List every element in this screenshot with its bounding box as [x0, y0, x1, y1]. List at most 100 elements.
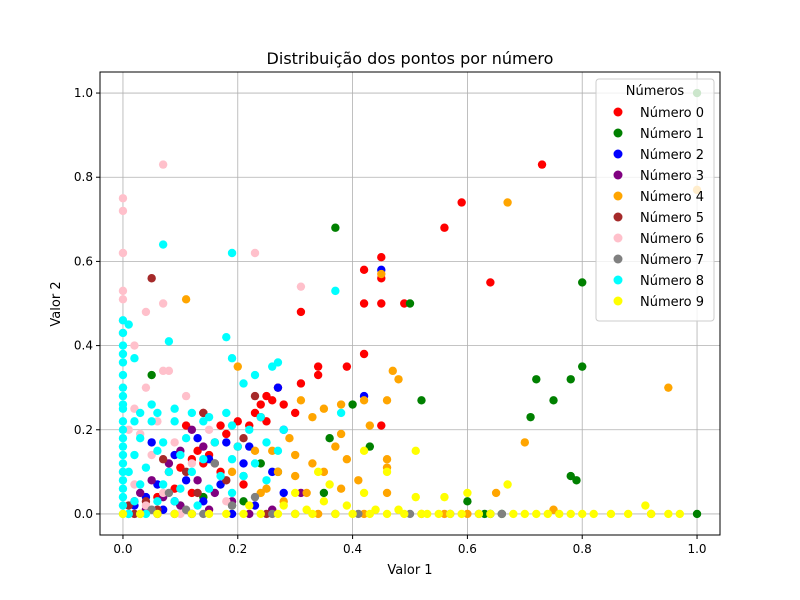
point-numero-2 — [222, 438, 231, 447]
point-numero-4 — [440, 509, 449, 519]
point-numero-9 — [331, 509, 340, 519]
point-numero-4 — [359, 509, 369, 519]
point-numero-2 — [250, 501, 260, 510]
point-numero-4 — [463, 509, 472, 519]
point-numero-9 — [187, 509, 197, 519]
point-numero-9 — [503, 480, 512, 489]
point-numero-6 — [130, 404, 139, 413]
point-numero-2 — [181, 476, 191, 485]
point-numero-8 — [204, 484, 214, 493]
point-numero-9 — [382, 467, 392, 477]
point-numero-1 — [532, 375, 541, 384]
y-tick-label: 1.0 — [74, 86, 93, 100]
point-numero-0 — [256, 400, 265, 409]
point-numero-2 — [227, 509, 237, 519]
point-numero-4 — [336, 484, 346, 493]
point-numero-4 — [262, 484, 271, 493]
point-numero-3 — [176, 501, 185, 510]
point-numero-9 — [532, 509, 541, 519]
point-numero-9 — [589, 509, 598, 519]
point-numero-4 — [290, 471, 300, 481]
point-numero-2 — [158, 505, 168, 514]
point-numero-8 — [256, 412, 265, 422]
point-numero-9 — [411, 492, 420, 502]
point-numero-1 — [578, 278, 587, 287]
point-numero-2 — [273, 383, 283, 392]
point-numero-9 — [245, 501, 254, 510]
point-numero-1 — [480, 509, 489, 519]
point-numero-4 — [296, 396, 306, 405]
point-numero-4 — [354, 476, 363, 485]
point-numero-6 — [170, 438, 179, 447]
legend-label-numero-9: Número 9 — [640, 295, 704, 310]
point-numero-9 — [313, 467, 323, 477]
point-numero-2 — [170, 450, 179, 460]
point-numero-8 — [170, 417, 179, 426]
point-numero-3 — [193, 476, 202, 485]
point-numero-6 — [118, 206, 128, 216]
point-numero-0 — [222, 429, 231, 439]
point-numero-8 — [118, 341, 128, 350]
point-numero-0 — [233, 417, 242, 426]
point-numero-4 — [313, 509, 323, 519]
point-numero-1 — [325, 433, 334, 443]
point-numero-8 — [170, 497, 179, 506]
point-numero-9 — [319, 497, 329, 506]
point-numero-1 — [147, 370, 156, 380]
point-numero-8 — [135, 433, 145, 443]
point-numero-9 — [256, 509, 265, 519]
point-numero-8 — [118, 349, 128, 359]
point-numero-8 — [170, 404, 179, 413]
point-numero-8 — [118, 425, 128, 434]
data-points — [118, 88, 702, 519]
point-numero-1 — [417, 396, 426, 405]
point-numero-7 — [405, 509, 415, 519]
point-numero-8 — [153, 446, 162, 456]
point-numero-0 — [537, 160, 547, 169]
point-numero-4 — [664, 383, 673, 392]
point-numero-8 — [124, 320, 133, 329]
x-tick-label: 0.4 — [343, 542, 362, 556]
legend-label-numero-7: Número 7 — [640, 253, 704, 268]
point-numero-1 — [692, 509, 702, 519]
point-numero-8 — [147, 400, 156, 409]
point-numero-4 — [319, 404, 329, 413]
point-numero-0 — [296, 379, 306, 388]
point-numero-9 — [543, 509, 552, 519]
legend-label-numero-4: Número 4 — [640, 190, 704, 205]
legend-marker-numero-4 — [613, 191, 623, 201]
point-numero-1 — [526, 412, 535, 422]
point-numero-8 — [239, 379, 248, 388]
point-numero-9 — [664, 509, 673, 519]
point-numero-8 — [250, 459, 260, 468]
point-numero-4 — [382, 455, 392, 464]
point-numero-7 — [250, 492, 260, 502]
point-numero-6 — [164, 366, 174, 376]
point-numero-6 — [222, 497, 231, 506]
x-tick-label: 0.0 — [113, 542, 132, 556]
point-numero-8 — [176, 450, 185, 460]
point-numero-7 — [199, 509, 208, 519]
point-numero-9 — [170, 509, 179, 519]
axis-ticks: 0.0 0.2 0.4 0.6 0.8 1.0 0.0 0.2 0.4 0.6 0.8 1.0 — [74, 86, 707, 556]
point-numero-9 — [308, 509, 317, 519]
point-numero-2 — [153, 480, 162, 489]
point-numero-6 — [124, 425, 133, 434]
point-numero-9 — [486, 509, 495, 519]
point-numero-4 — [336, 400, 346, 409]
point-numero-1 — [549, 396, 558, 405]
point-numero-9 — [440, 492, 449, 502]
point-numero-6 — [158, 299, 168, 308]
point-numero-8 — [118, 484, 128, 493]
legend: Números Número 0 Número 1 Número 2 Número 3 N… — [595, 78, 715, 322]
y-tick-label: 0.2 — [74, 423, 93, 437]
point-numero-8 — [141, 509, 151, 519]
point-numero-8 — [153, 497, 162, 506]
point-numero-7 — [164, 488, 174, 498]
point-numero-8 — [262, 476, 271, 485]
point-numero-2 — [216, 480, 225, 489]
point-numero-6 — [118, 194, 128, 203]
point-numero-0 — [268, 396, 277, 405]
point-numero-6 — [118, 286, 128, 296]
point-numero-4 — [285, 433, 294, 443]
